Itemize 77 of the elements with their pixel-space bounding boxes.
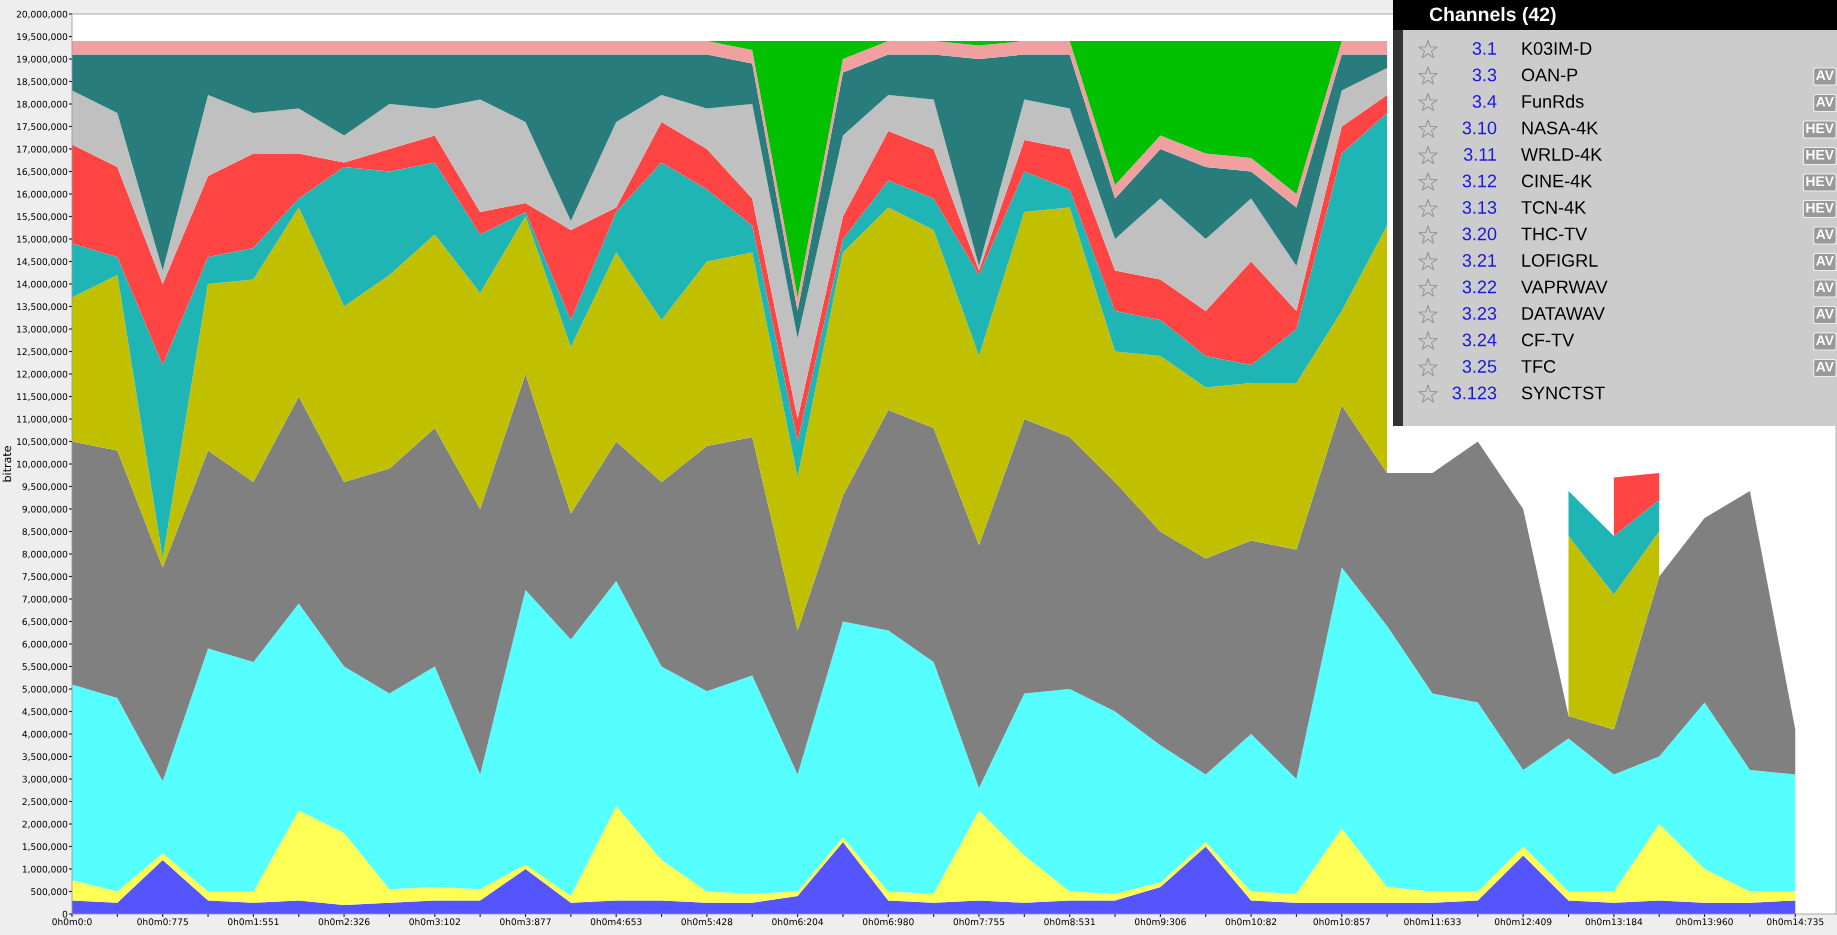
y-tick-label: 18,500,000	[17, 78, 68, 86]
text: 3.20 THC-TV AV	[1462, 227, 1834, 241]
x-tick-label: 0h0m0:775	[137, 918, 188, 926]
x-tick-label: 0h0m7:755	[953, 918, 1005, 926]
x-tick-label: 0h0m5:428	[681, 918, 733, 926]
x-tick-label: 0h0m13:184	[1585, 918, 1643, 926]
y-tick-label: 7,000,000	[22, 595, 68, 604]
text: 3.1 K03IM-D	[1472, 42, 1592, 55]
text: 3.23 DATAWAV AV	[1462, 307, 1834, 320]
y-tick-label: 9,000,000	[22, 505, 68, 514]
y-tick-label: 5,000,000	[22, 685, 68, 694]
y-tick-label: 2,500,000	[22, 798, 68, 806]
text: 3.22 VAPRWAV AV	[1462, 280, 1834, 294]
y-tick-label: 6,000,000	[22, 640, 68, 649]
x-tick-label: 0h0m1:551	[227, 918, 279, 926]
x-tick-label: 0h0m14:735	[1766, 918, 1824, 926]
y-tick-label: 8,000,000	[22, 550, 68, 559]
text: 3.11 WRLD-4K HEV	[1463, 148, 1834, 161]
y-tick-label: 500,000	[31, 888, 68, 896]
y-tick-label: 2,000,000	[22, 820, 68, 829]
y-tick-label: 13,000,000	[17, 325, 68, 334]
x-tick-label: 0h0m4:653	[590, 918, 642, 926]
y-tick-label: 1,000,000	[22, 865, 68, 874]
text: 3.3 OAN-P AV	[1472, 68, 1834, 82]
text: 3.4 FunRds AV	[1472, 94, 1834, 108]
y-tick-label: 13,500,000	[17, 303, 68, 311]
x-tick-label: 0h0m9:306	[1134, 918, 1186, 926]
y-tick-label: 7,500,000	[22, 573, 68, 581]
text: 3.13 TCN-4K HEV	[1462, 201, 1834, 214]
y-tick-label: 3,500,000	[22, 753, 68, 761]
x-tick-label: 0h0m12:409	[1494, 918, 1552, 926]
x-tick-label: 0h0m11:633	[1404, 918, 1461, 926]
text: 3.12 CINE-4K HEV	[1462, 174, 1834, 188]
y-tick-label: 14,500,000	[17, 258, 68, 266]
text: 3.24 CF-TV AV	[1462, 333, 1834, 347]
y-tick-label: 17,500,000	[17, 123, 68, 131]
x-tick-label: 0h0m0:0	[52, 918, 92, 926]
y-tick-label: 18,000,000	[17, 100, 68, 109]
y-tick-label: 19,500,000	[17, 33, 68, 41]
x-tick-label: 0h0m10:857	[1313, 918, 1370, 926]
text: 3.10 NASA-4K HEV	[1462, 121, 1834, 135]
y-tick-label: 0	[62, 910, 68, 918]
y-tick-label: 12,000,000	[17, 370, 68, 379]
y-tick-label: 12,500,000	[17, 348, 68, 356]
text: 3.25 TFC AV	[1462, 360, 1834, 373]
y-tick-label: 10,000,000	[17, 460, 68, 469]
x-tick-label: 0h0m3:102	[409, 918, 460, 926]
y-tick-label: 15,500,000	[17, 213, 68, 221]
y-tick-label: 4,500,000	[22, 708, 68, 716]
y-tick-label: 15,000,000	[17, 235, 68, 244]
x-tick-label: 0h0m8:531	[1044, 918, 1095, 926]
x-tick-label: 0h0m3:877	[500, 918, 551, 926]
y-tick-label: 16,000,000	[17, 190, 68, 199]
y-tick-label: 5,500,000	[22, 663, 68, 671]
y-tick-label: 3,000,000	[22, 775, 68, 784]
y-axis-title: bitrate	[2, 446, 12, 482]
text: 3.21 LOFIGRL AV	[1462, 254, 1834, 267]
y-tick-label: 14,000,000	[17, 280, 68, 289]
y-tick-label: 1,500,000	[22, 843, 68, 851]
y-tick-label: 20,000,000	[16, 10, 68, 19]
y-tick-label: 16,500,000	[17, 168, 68, 176]
x-tick-label: 0h0m10:82	[1225, 918, 1277, 926]
annotation: Channels (42)	[1429, 6, 1556, 26]
x-tick-label: 0h0m6:980	[862, 918, 914, 926]
y-tick-label: 19,000,000	[17, 55, 68, 64]
x-tick-label: 0h0m2:326	[318, 918, 370, 926]
y-tick-label: 11,000,000	[17, 415, 68, 424]
y-tick-label: 8,500,000	[22, 528, 68, 536]
y-tick-label: 4,000,000	[22, 730, 68, 739]
x-tick-label: 0h0m13:960	[1676, 918, 1733, 926]
x-tick-label: 0h0m6:204	[772, 918, 824, 926]
y-tick-label: 10,500,000	[17, 438, 68, 446]
y-tick-label: 11,500,000	[17, 393, 68, 401]
y-tick-label: 6,500,000	[22, 618, 68, 626]
text: 3.123 SYNCTST	[1452, 386, 1605, 400]
y-tick-label: 17,000,000	[17, 145, 68, 154]
y-tick-label: 9,500,000	[22, 483, 68, 491]
